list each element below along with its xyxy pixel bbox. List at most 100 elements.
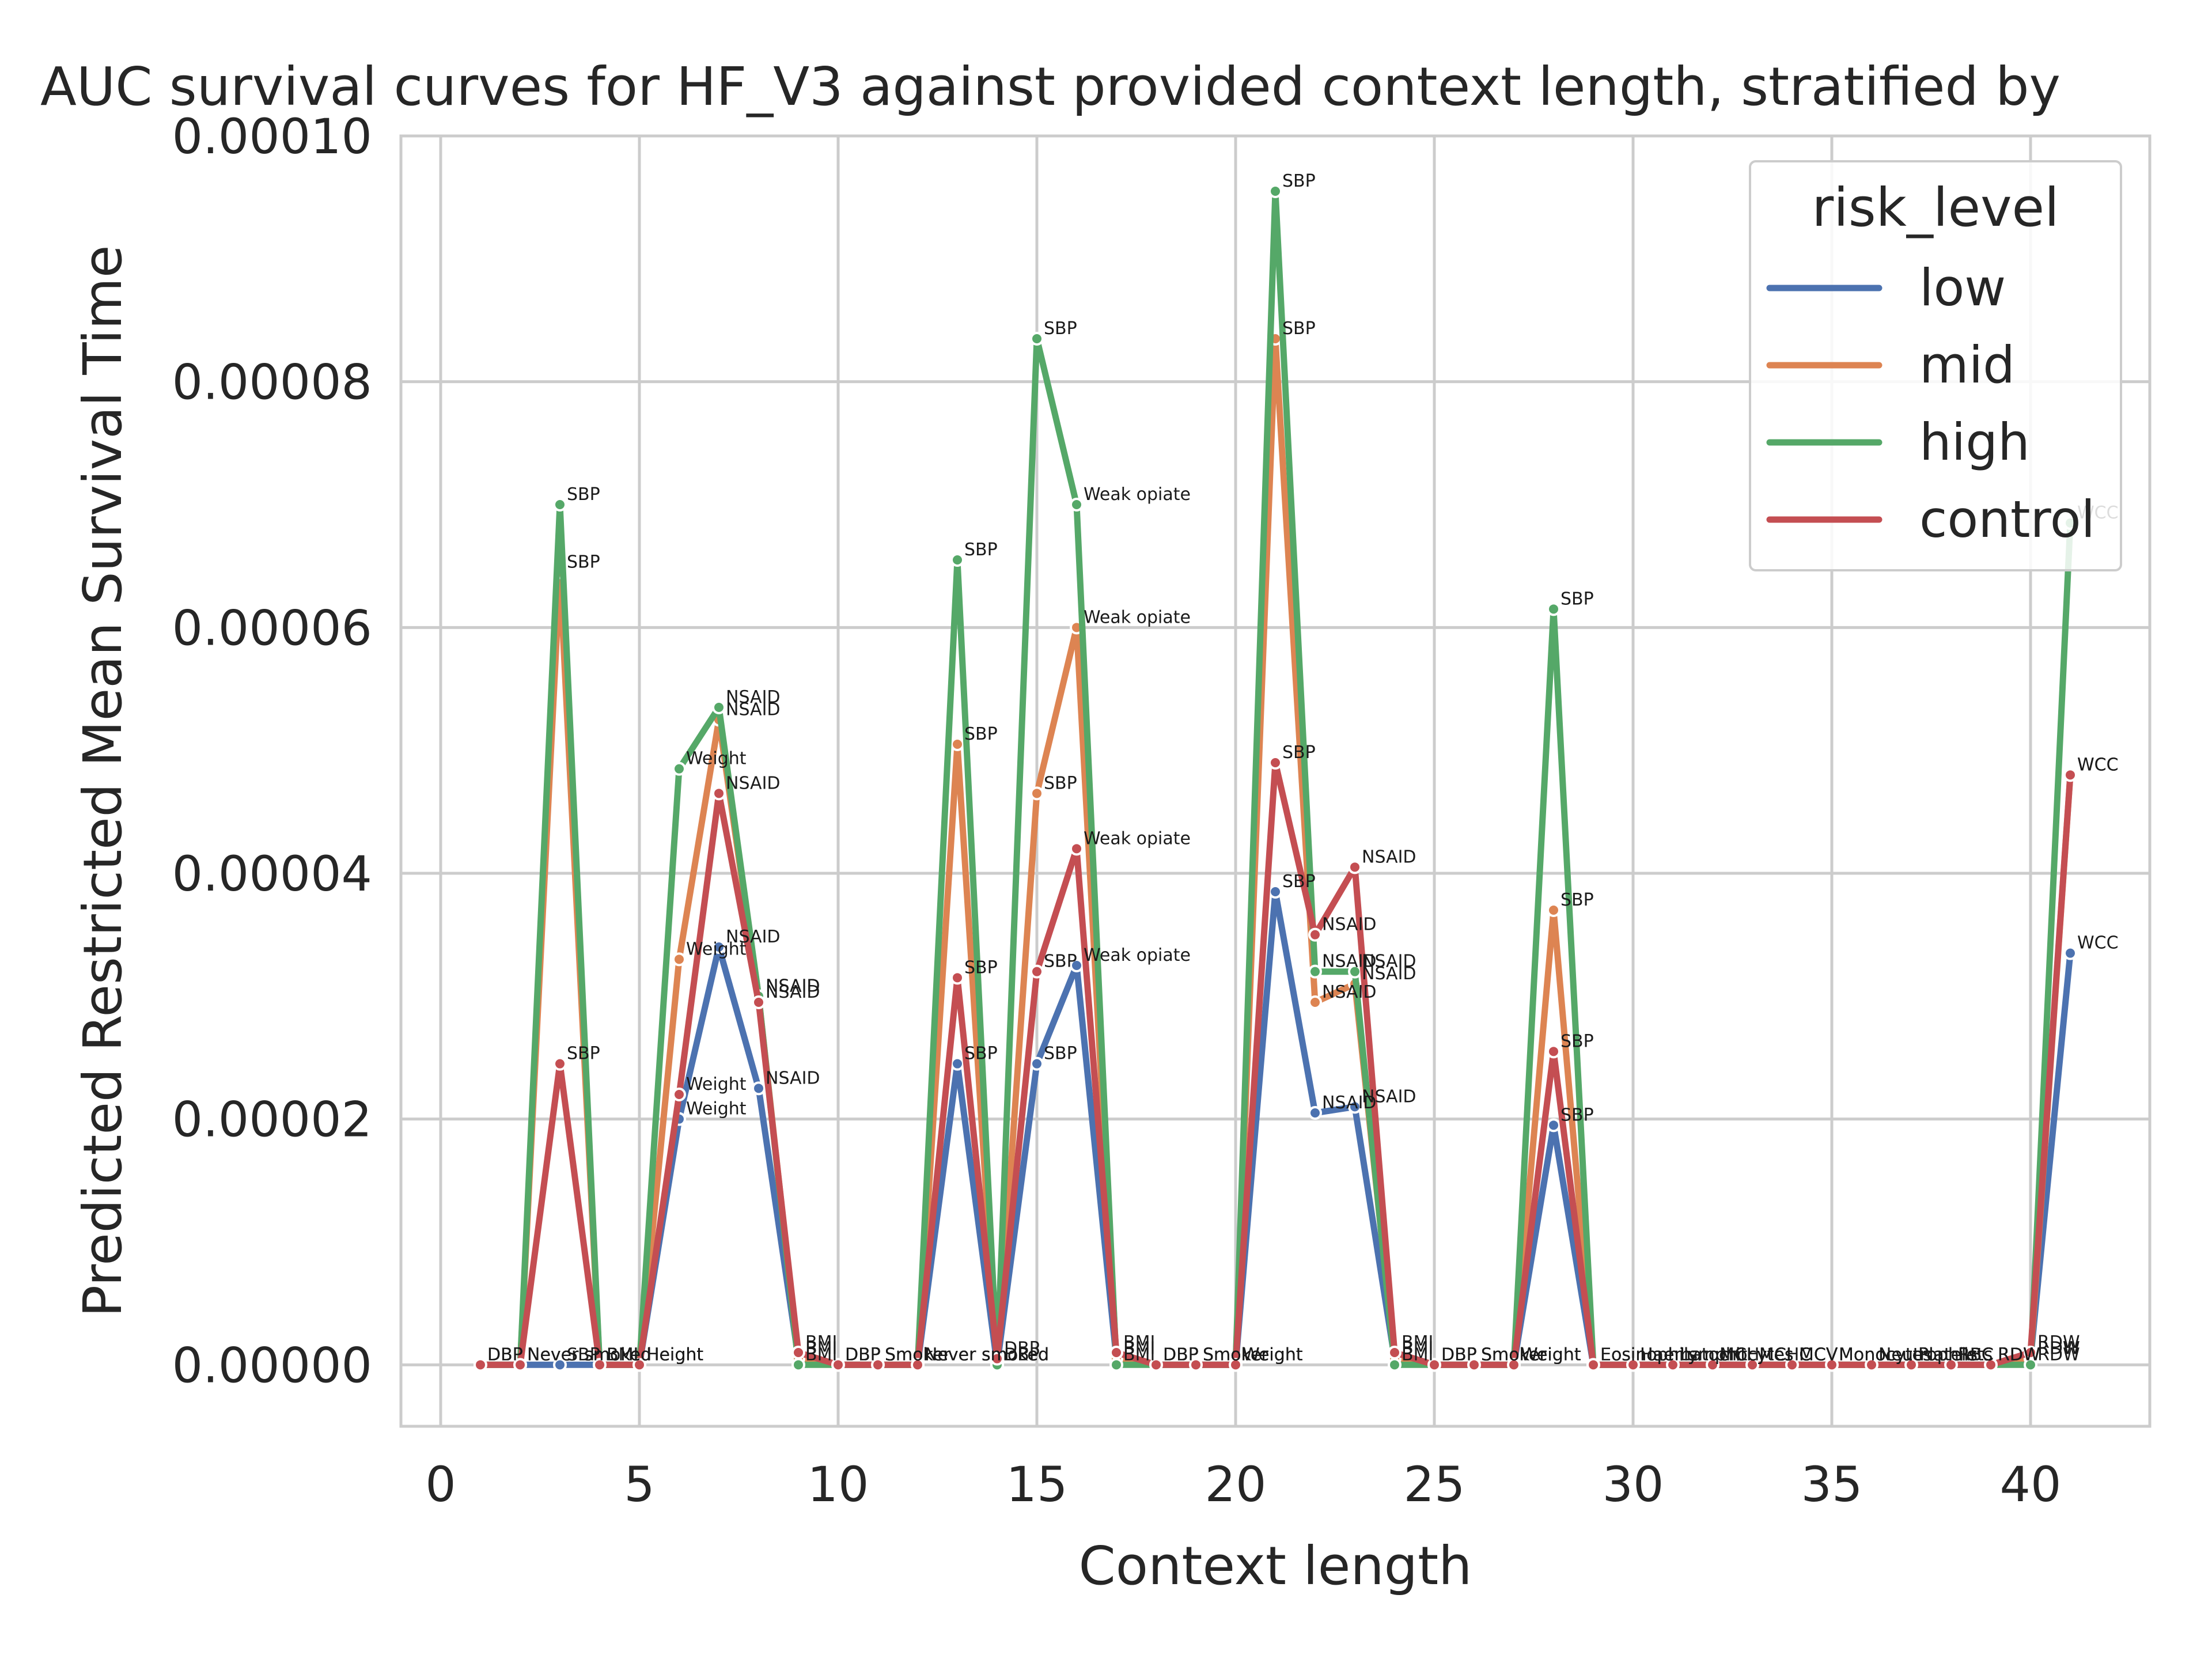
data-point: [1626, 1358, 1640, 1372]
data-label: NSAID: [1362, 1086, 1416, 1107]
data-label: Weak opiate: [1084, 945, 1191, 965]
data-label: MCHC: [1759, 1344, 1811, 1365]
data-label: SBP: [1282, 319, 1316, 339]
data-point: [1348, 860, 1362, 874]
data-label: BMI: [1402, 1332, 1433, 1353]
data-label: MCH: [1719, 1344, 1759, 1365]
y-tick-label: 0.00000: [172, 1337, 372, 1393]
data-label: NSAID: [726, 687, 781, 707]
data-point: [712, 940, 726, 954]
data-point: [1904, 1358, 1918, 1372]
data-point: [1984, 1358, 1998, 1372]
data-point: [1388, 1346, 1402, 1359]
data-point: [712, 786, 726, 801]
data-point: [950, 553, 964, 567]
data-label: Smoker: [1481, 1344, 1547, 1365]
data-label: BMI: [607, 1344, 638, 1365]
data-label: DBP: [845, 1344, 881, 1365]
data-point: [1268, 184, 1282, 198]
data-point: [1944, 1358, 1958, 1372]
series-layer: [474, 184, 2077, 1372]
x-tick-label: 30: [1603, 1456, 1664, 1513]
data-point: [1149, 1358, 1163, 1372]
legend-label-mid: mid: [1919, 335, 2015, 395]
data-label: SBP: [964, 724, 998, 744]
data-label: BMI: [805, 1344, 837, 1365]
data-label: Never smoked: [925, 1344, 1049, 1365]
data-point: [752, 1081, 766, 1096]
data-label: DBP: [1004, 1344, 1040, 1365]
data-point: [1109, 1358, 1123, 1372]
data-point: [1825, 1358, 1839, 1372]
grid: [401, 134, 2150, 1426]
data-label: MCH: [1719, 1344, 1759, 1365]
data-label: BMI: [607, 1344, 638, 1365]
data-label: NSAID: [1322, 915, 1377, 935]
data-label: Haematocrit: [1640, 1344, 1747, 1365]
x-tick-label: 10: [808, 1456, 869, 1513]
legend-items: low mid high control: [1766, 258, 2095, 549]
data-point: [1308, 995, 1322, 1009]
data-label: MCH: [1719, 1344, 1759, 1365]
data-label: RDW: [1998, 1344, 2040, 1365]
data-label: NSAID: [1362, 952, 1416, 972]
data-label: Never smoked: [925, 1344, 1049, 1365]
data-label: NSAID: [1322, 952, 1377, 972]
x-axis-label: Context length: [1079, 1535, 1472, 1597]
data-point: [1547, 1044, 1560, 1059]
data-label: SBP: [1560, 890, 1594, 910]
data-label: NSAID: [766, 982, 820, 1002]
data-label: Never smoked: [527, 1344, 652, 1365]
data-label: SBP: [1560, 589, 1594, 609]
data-label: Haematocrit: [1640, 1344, 1747, 1365]
data-label: Smoker: [1203, 1344, 1268, 1365]
data-point: [672, 1088, 686, 1101]
data-point: [1745, 1358, 1759, 1372]
data-label: WCC: [2077, 933, 2119, 953]
x-tick-label: 15: [1006, 1456, 1068, 1513]
legend-label-control: control: [1919, 490, 2095, 549]
data-point: [593, 1358, 607, 1372]
data-label: DBP: [1441, 1344, 1477, 1365]
data-point: [2063, 768, 2077, 782]
y-tick-label: 0.00004: [172, 846, 372, 902]
data-label: DBP: [1004, 1344, 1040, 1365]
data-point: [1785, 1358, 1799, 1372]
data-label: DBP: [487, 1344, 523, 1365]
data-label: Lymphocytes: [1680, 1344, 1793, 1365]
data-point: [553, 498, 567, 512]
data-label: Never smoked: [527, 1344, 652, 1365]
data-point: [553, 1056, 567, 1071]
data-label: SBP: [1044, 319, 1077, 339]
chart-title: AUC survival curves for HF_V3 against pr…: [40, 56, 2061, 118]
data-label: Lymphocytes: [1680, 1344, 1793, 1365]
data-label: Smoker: [1203, 1344, 1268, 1365]
data-label: RDW: [1998, 1344, 2040, 1365]
data-label: Smoker: [1481, 1344, 1547, 1365]
data-label: Monocytes: [1839, 1344, 1932, 1365]
data-label: SBP: [1282, 872, 1316, 892]
data-point: [1547, 1118, 1560, 1132]
data-label: NSAID: [766, 976, 820, 996]
data-label: RBC: [1958, 1344, 1994, 1365]
data-label: Monocytes: [1839, 1344, 1932, 1365]
data-label: Never smoked: [925, 1344, 1049, 1365]
data-label: SBP: [567, 552, 600, 572]
data-label: DBP: [1441, 1344, 1477, 1365]
data-point: [1427, 1358, 1441, 1372]
data-label: Weight: [1243, 1344, 1303, 1365]
data-label: Haematocrit: [1640, 1344, 1747, 1365]
data-label: RDW: [2037, 1344, 2080, 1365]
data-label: Weak opiate: [1084, 484, 1191, 505]
data-label: DBP: [845, 1344, 881, 1365]
data-point: [1030, 964, 1044, 979]
data-label: SBP: [1044, 952, 1077, 972]
data-label: BMI: [1123, 1344, 1155, 1365]
data-point: [1109, 1346, 1123, 1359]
data-label: RDW: [2037, 1339, 2080, 1359]
data-label: RDW: [1998, 1344, 2040, 1365]
data-label: DBP: [1163, 1344, 1199, 1365]
data-point: [1586, 1358, 1600, 1372]
data-label: SBP: [1044, 1044, 1077, 1064]
data-label: Neutrophils: [1878, 1344, 1978, 1365]
